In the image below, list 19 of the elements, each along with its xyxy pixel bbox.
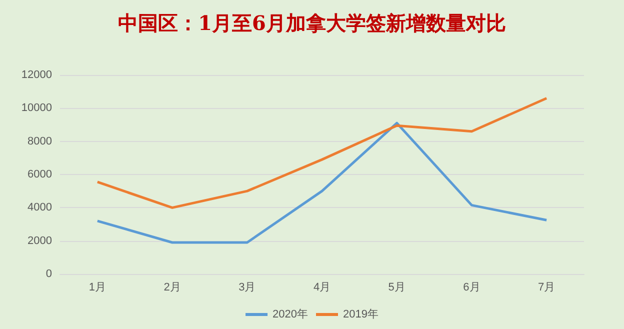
x-tick-label: 3月 <box>238 282 256 294</box>
x-tick-label: 2月 <box>164 282 181 294</box>
chart-title: 中国区：1月至6月加拿大学签新增数量对比 <box>118 11 506 35</box>
x-tick-label: 4月 <box>313 282 331 294</box>
line-series <box>96 96 548 209</box>
line-series <box>96 122 548 244</box>
y-tick-label: 12000 <box>21 69 52 81</box>
x-tick-label: 7月 <box>538 282 556 294</box>
y-tick-label: 4000 <box>28 202 52 214</box>
legend-label: 2019年 <box>343 308 378 320</box>
y-tick-label: 6000 <box>28 168 52 180</box>
x-tick-label: 1月 <box>88 282 106 294</box>
y-tick-label: 0 <box>46 268 52 280</box>
x-tick-label: 5月 <box>388 282 406 294</box>
y-tick-label: 8000 <box>28 135 52 148</box>
y-tick-label: 10000 <box>21 102 52 114</box>
legend-label: 2020年 <box>272 308 308 320</box>
y-tick-label: 2000 <box>28 234 52 247</box>
x-tick-label: 6月 <box>463 282 480 294</box>
